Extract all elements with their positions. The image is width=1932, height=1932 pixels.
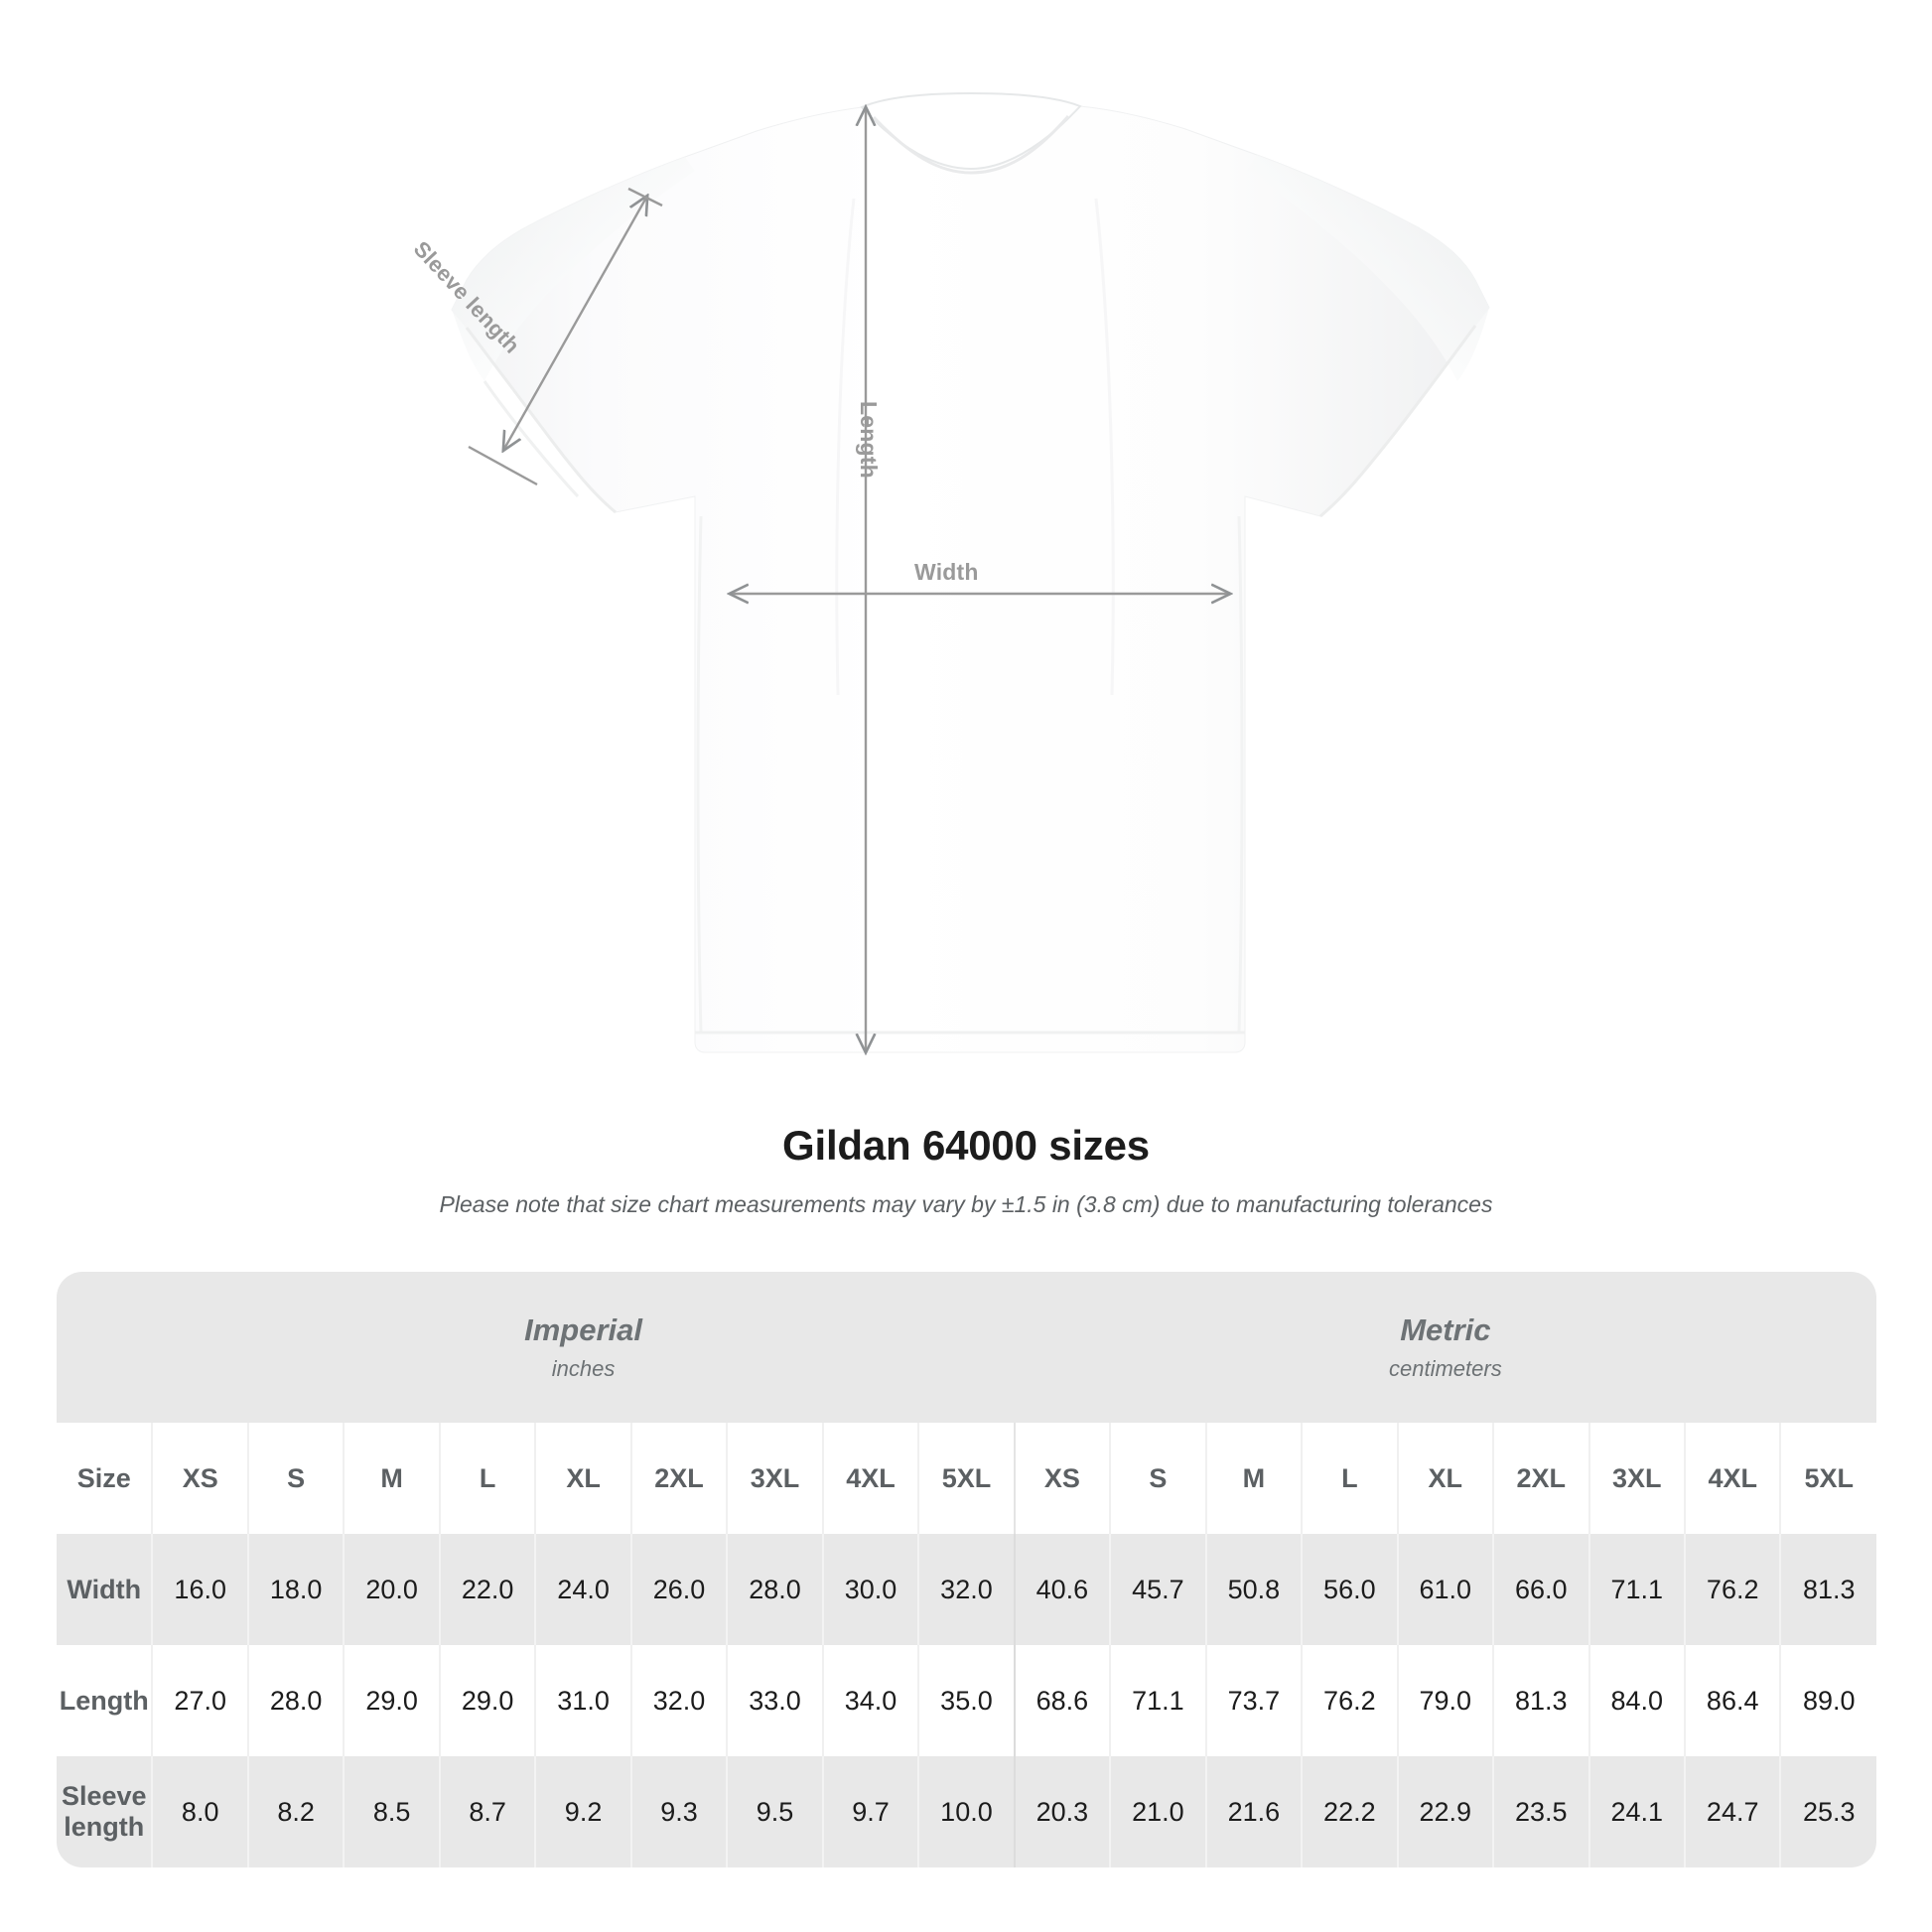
cell-width-metric-l: 56.0 [1301,1534,1398,1645]
cell-width-imperial-s: 18.0 [246,1534,345,1645]
cell-sleeve-imperial-l: 8.7 [438,1756,536,1867]
cell-width-metric-5xl: 81.3 [1779,1534,1876,1645]
cell-width-metric-2xl: 66.0 [1492,1534,1589,1645]
group-title-metric: Metric [1400,1312,1491,1348]
cell-sleeve-imperial-2xl: 9.3 [629,1756,728,1867]
cell-length-imperial-5xl: 35.0 [917,1645,1015,1756]
cell-width-imperial-m: 20.0 [343,1534,440,1645]
row-label-sleeve-length: Sleeve length [57,1756,153,1867]
sleeve-measure-line [468,187,663,486]
size-header-metric-l: L [1301,1423,1398,1534]
size-header-metric-m: M [1204,1423,1303,1534]
cell-length-imperial-xs: 27.0 [151,1645,248,1756]
cell-length-metric-l: 76.2 [1301,1645,1398,1756]
cell-length-metric-5xl: 89.0 [1779,1645,1876,1756]
cell-length-imperial-s: 28.0 [246,1645,345,1756]
cell-sleeve-imperial-3xl: 9.5 [726,1756,823,1867]
size-header-metric-s: S [1109,1423,1206,1534]
size-header-row: Size XS S M L XL 2XL 3XL 4XL 5XL XS S M … [57,1423,1876,1534]
size-header-imperial-2xl: 2XL [629,1423,728,1534]
cell-sleeve-imperial-xs: 8.0 [151,1756,248,1867]
cell-length-metric-3xl: 84.0 [1587,1645,1685,1756]
cell-width-metric-xs: 40.6 [1013,1534,1111,1645]
size-header-imperial-4xl: 4XL [821,1423,919,1534]
cell-width-metric-s: 45.7 [1109,1534,1206,1645]
cell-length-metric-xl: 79.0 [1396,1645,1494,1756]
cell-sleeve-metric-2xl: 23.5 [1492,1756,1589,1867]
size-header-metric-5xl: 5XL [1779,1423,1876,1534]
cell-width-imperial-2xl: 26.0 [629,1534,728,1645]
size-header-metric-4xl: 4XL [1683,1423,1781,1534]
cell-sleeve-metric-3xl: 24.1 [1587,1756,1685,1867]
cell-width-imperial-xs: 16.0 [151,1534,248,1645]
tshirt-illustration [451,91,1490,1112]
group-unit-imperial: inches [551,1355,616,1381]
cell-length-metric-s: 71.1 [1109,1645,1206,1756]
size-table-container: Imperial inches Metric centimeters Size … [57,1272,1876,1867]
size-header-imperial-s: S [246,1423,345,1534]
table-row: Width 16.0 18.0 20.0 22.0 24.0 26.0 28.0… [57,1534,1876,1645]
cell-length-imperial-l: 29.0 [438,1645,536,1756]
width-label: Width [914,559,979,585]
size-header-imperial-5xl: 5XL [917,1423,1015,1534]
row-label-width: Width [57,1534,153,1645]
group-title-imperial: Imperial [524,1312,643,1348]
cell-sleeve-imperial-4xl: 9.7 [821,1756,919,1867]
size-header-imperial-m: M [343,1423,440,1534]
cell-length-imperial-4xl: 34.0 [821,1645,919,1756]
cell-length-metric-m: 73.7 [1204,1645,1303,1756]
cell-sleeve-metric-xl: 22.9 [1396,1756,1494,1867]
size-header-imperial-3xl: 3XL [726,1423,823,1534]
page-title: Gildan 64000 sizes [782,1122,1150,1169]
cell-sleeve-metric-5xl: 25.3 [1779,1756,1876,1867]
size-header-metric-xs: XS [1013,1423,1111,1534]
size-header-metric-3xl: 3XL [1587,1423,1685,1534]
cell-sleeve-metric-m: 21.6 [1204,1756,1303,1867]
size-header-imperial-xs: XS [151,1423,248,1534]
cell-sleeve-imperial-5xl: 10.0 [917,1756,1015,1867]
cell-sleeve-imperial-m: 8.5 [343,1756,440,1867]
chart-heading: Gildan 64000 sizes Please note that size… [0,1122,1932,1218]
length-label: Length [856,401,882,479]
cell-length-metric-xs: 68.6 [1013,1645,1111,1756]
cell-length-metric-2xl: 81.3 [1492,1645,1589,1756]
cell-length-imperial-xl: 31.0 [534,1645,631,1756]
table-row: Sleeve length 8.0 8.2 8.5 8.7 9.2 9.3 9.… [57,1756,1876,1867]
size-header-metric-xl: XL [1396,1423,1494,1534]
cell-width-imperial-l: 22.0 [438,1534,536,1645]
group-header-metric: Metric centimeters [1014,1272,1876,1423]
cell-width-imperial-3xl: 28.0 [726,1534,823,1645]
cell-width-imperial-xl: 24.0 [534,1534,631,1645]
cell-sleeve-metric-4xl: 24.7 [1683,1756,1781,1867]
cell-sleeve-metric-s: 21.0 [1109,1756,1206,1867]
cell-length-imperial-3xl: 33.0 [726,1645,823,1756]
size-header-metric-2xl: 2XL [1492,1423,1589,1534]
cell-sleeve-metric-l: 22.2 [1301,1756,1398,1867]
size-header-label: Size [57,1423,153,1534]
size-header-imperial-l: L [438,1423,536,1534]
group-header-imperial: Imperial inches [152,1272,1015,1423]
cell-sleeve-imperial-xl: 9.2 [534,1756,631,1867]
cell-length-metric-4xl: 86.4 [1683,1645,1781,1756]
tshirt-diagram: Sleeve length Length Width [409,91,1490,1112]
tolerance-note: Please note that size chart measurements… [439,1191,1493,1217]
cell-width-metric-xl: 61.0 [1396,1534,1494,1645]
cell-width-metric-4xl: 76.2 [1683,1534,1781,1645]
table-row: Length 27.0 28.0 29.0 29.0 31.0 32.0 33.… [57,1645,1876,1756]
group-unit-metric: centimeters [1388,1355,1502,1381]
cell-sleeve-metric-xs: 20.3 [1013,1756,1111,1867]
cell-length-imperial-2xl: 32.0 [629,1645,728,1756]
cell-width-imperial-5xl: 32.0 [917,1534,1015,1645]
size-header-imperial-xl: XL [534,1423,631,1534]
unit-group-header-row: Imperial inches Metric centimeters [57,1272,1876,1423]
cell-width-metric-3xl: 71.1 [1587,1534,1685,1645]
group-header-spacer [57,1272,153,1423]
size-table: Imperial inches Metric centimeters Size … [57,1272,1876,1867]
row-label-length: Length [57,1645,153,1756]
cell-width-imperial-4xl: 30.0 [821,1534,919,1645]
cell-width-metric-m: 50.8 [1204,1534,1303,1645]
cell-length-imperial-m: 29.0 [343,1645,440,1756]
cell-sleeve-imperial-s: 8.2 [246,1756,345,1867]
